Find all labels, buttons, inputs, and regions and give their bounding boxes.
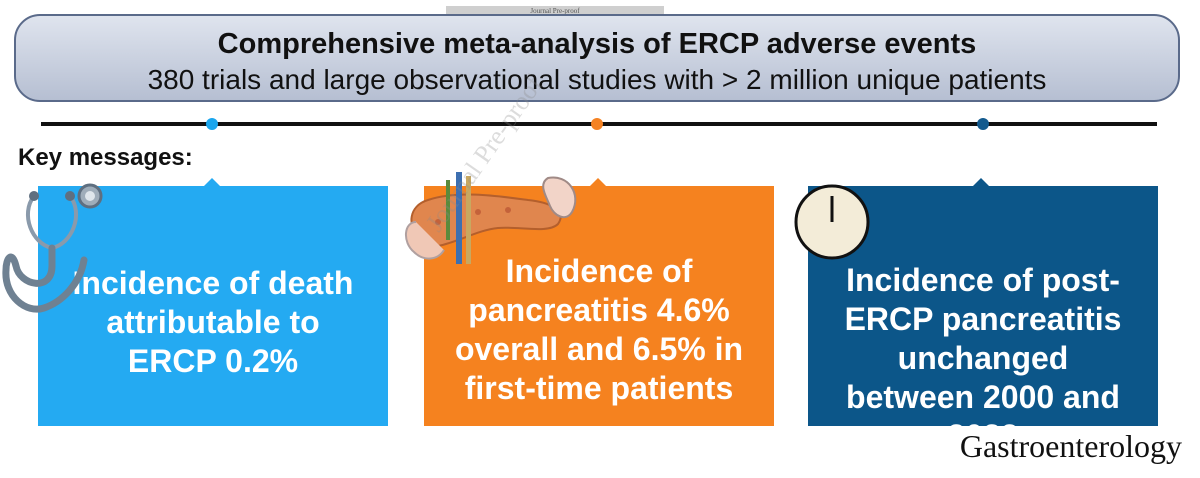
message-card-pancreatitis: Incidence of pancreatitis 4.6% overall a… (424, 186, 774, 426)
key-messages-label: Key messages: (18, 144, 193, 171)
timeline-dot-orange (591, 118, 603, 130)
header-banner: Comprehensive meta-analysis of ERCP adve… (14, 14, 1180, 102)
message-card-trend: Incidence of post-ERCP pancreatitis unch… (808, 186, 1158, 454)
timeline-dot-navy (977, 118, 989, 130)
message-card-death: Incidence of death attributable to ERCP … (38, 186, 388, 426)
card-pointer (589, 178, 607, 187)
page-title: Comprehensive meta-analysis of ERCP adve… (217, 28, 977, 60)
journal-logo: Gastroenterology (959, 428, 1182, 464)
clock-icon (794, 184, 870, 260)
page-subtitle: 380 trials and large observational studi… (147, 64, 1047, 95)
stethoscope-icon (2, 183, 103, 313)
message-card-text: Incidence of post-ERCP pancreatitis unch… (844, 262, 1122, 454)
preproof-tab: Journal Pre-proof (446, 6, 664, 16)
card-pointer (203, 178, 221, 187)
pancreas-icon (405, 172, 577, 264)
message-card-text: Incidence of death attributable to ERCP … (72, 265, 354, 379)
timeline-dot-blue (206, 118, 218, 130)
card-pointer (972, 178, 990, 187)
message-card-text: Incidence of pancreatitis 4.6% overall a… (454, 253, 744, 406)
